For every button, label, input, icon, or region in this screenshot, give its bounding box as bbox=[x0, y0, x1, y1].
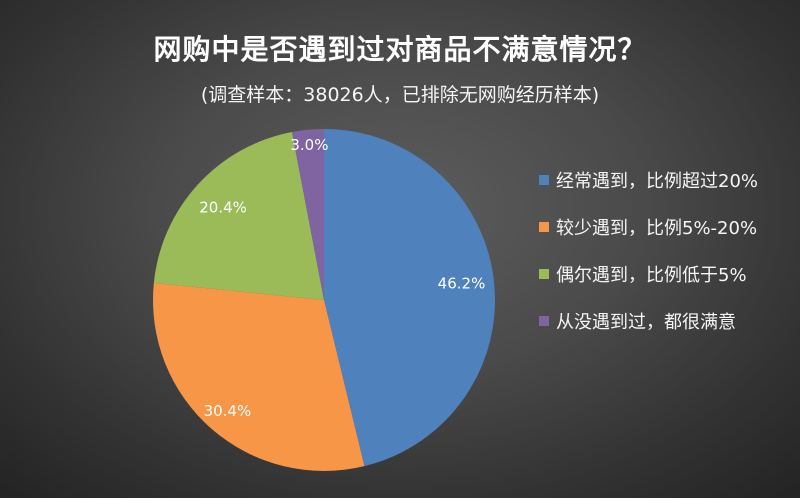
pie-slice-seldom bbox=[152, 282, 365, 472]
data-label-occasionally: 20.4% bbox=[199, 199, 247, 217]
legend-label-seldom: 较少遇到，比例5%-20% bbox=[556, 218, 758, 239]
legend-item-often: 经常遇到，比例超过20% bbox=[539, 166, 758, 194]
data-label-never: 3.0% bbox=[290, 136, 328, 154]
pie-slice-never bbox=[291, 129, 324, 300]
legend-swatch-often bbox=[539, 175, 549, 185]
legend-swatch-never bbox=[539, 316, 549, 326]
legend: 经常遇到，比例超过20% 较少遇到，比例5%-20% 偶尔遇到，比例低于5% 从… bbox=[539, 166, 758, 354]
legend-item-seldom: 较少遇到，比例5%-20% bbox=[539, 213, 758, 241]
legend-item-never: 从没遇到过，都很满意 bbox=[539, 307, 758, 335]
legend-swatch-seldom bbox=[539, 222, 549, 232]
legend-item-occasionally: 偶尔遇到，比例低于5% bbox=[539, 260, 758, 288]
pie-slice-often bbox=[324, 129, 496, 467]
chart-title: 网购中是否遇到过对商品不满意情况？ bbox=[153, 33, 647, 66]
pie-slice-occasionally bbox=[153, 132, 324, 300]
legend-label-often: 经常遇到，比例超过20% bbox=[556, 171, 759, 192]
data-label-seldom: 30.4% bbox=[204, 402, 252, 420]
legend-swatch-occasionally bbox=[539, 269, 549, 279]
legend-label-occasionally: 偶尔遇到，比例低于5% bbox=[556, 265, 747, 286]
chart-subtitle: (调查样本：38026人，已排除无网购经历样本) bbox=[200, 84, 600, 106]
legend-label-never: 从没遇到过，都很满意 bbox=[556, 312, 736, 333]
data-label-often: 46.2% bbox=[438, 275, 486, 293]
